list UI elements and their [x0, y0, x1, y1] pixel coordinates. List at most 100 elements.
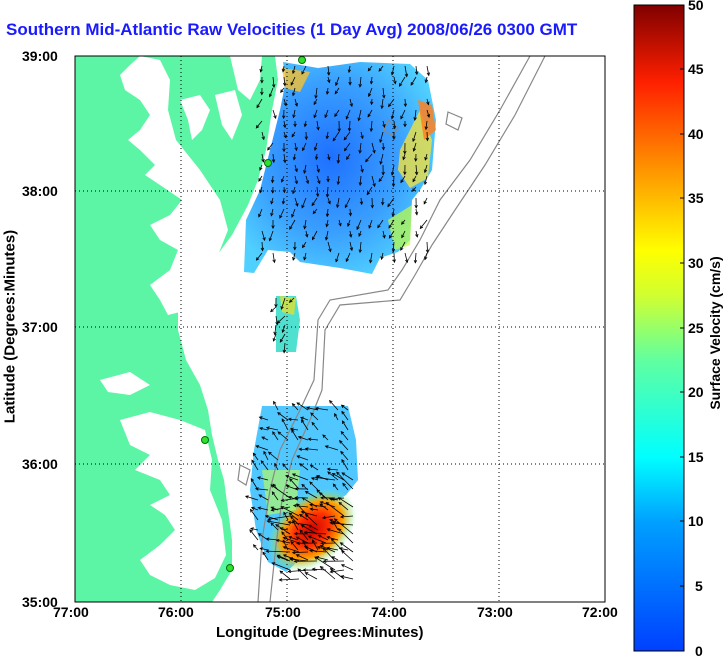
velocity-arrow-head	[301, 483, 306, 488]
velocity-arrow-head	[272, 337, 276, 342]
velocity-arrow-head	[370, 204, 374, 209]
colorbar	[633, 4, 685, 652]
velocity-arrow	[282, 324, 286, 333]
velocity-arrow-head	[294, 487, 299, 491]
velocity-arrow-head	[282, 115, 286, 120]
velocity-arrow-head	[311, 421, 315, 426]
velocity-arrow	[349, 230, 352, 238]
velocity-arrow	[314, 142, 318, 151]
velocity-arrow-head	[369, 259, 373, 264]
colorbar-tick-label: 15	[688, 449, 704, 465]
velocity-arrow-head	[380, 256, 384, 261]
velocity-arrow-head	[342, 482, 346, 487]
velocity-arrow-head	[273, 331, 277, 336]
velocity-arrow	[342, 420, 349, 431]
velocity-arrow	[255, 120, 263, 129]
velocity-arrow-head	[302, 147, 306, 152]
velocity-arrow-head	[249, 529, 253, 533]
velocity-arrow	[258, 175, 263, 182]
velocity-arrow-head	[337, 528, 342, 532]
velocity-arrow	[377, 219, 384, 228]
velocity-arrow	[296, 503, 309, 517]
velocity-arrow	[339, 440, 349, 451]
velocity-arrow-head	[292, 190, 296, 195]
velocity-arrow-head	[336, 204, 340, 209]
velocity-arrow	[258, 507, 269, 511]
velocity-arrow	[370, 76, 373, 84]
velocity-arrow	[334, 518, 354, 535]
velocity-arrow-head	[311, 202, 315, 207]
velocity-arrow-head	[326, 467, 331, 471]
velocity-arrow	[313, 109, 318, 118]
velocity-arrow-head	[283, 102, 287, 107]
velocity-arrow-head	[309, 464, 314, 468]
velocity-arrow	[414, 109, 417, 121]
velocity-arrow	[310, 508, 319, 511]
velocity-arrow-head	[325, 91, 330, 95]
colorbar-tick-label: 5	[695, 578, 703, 594]
velocity-arrow	[272, 109, 277, 119]
velocity-arrow-head	[291, 429, 295, 433]
velocity-arrow	[382, 230, 385, 238]
velocity-arrow-head	[295, 203, 299, 207]
velocity-arrow	[360, 164, 363, 173]
lat-tick-label: 36:00	[22, 456, 58, 472]
velocity-arrow-head	[426, 114, 431, 118]
velocity-arrow	[273, 401, 279, 411]
velocity-arrow	[349, 241, 353, 251]
velocity-arrow-head	[282, 463, 286, 467]
velocity-arrow	[272, 175, 274, 183]
colorbar-tick-label: 35	[688, 190, 704, 206]
velocity-arrow-head	[250, 527, 254, 531]
velocity-arrow	[270, 208, 274, 216]
velocity-arrow-head	[265, 426, 270, 430]
velocity-arrow-head	[298, 447, 303, 452]
velocity-arrow-head	[365, 158, 369, 163]
velocity-arrow-head	[414, 158, 418, 162]
velocity-arrow	[290, 558, 309, 562]
velocity-arrow	[335, 252, 340, 262]
velocity-arrow	[258, 208, 263, 217]
velocity-arrow-head	[270, 212, 274, 217]
velocity-arrow	[268, 451, 279, 461]
velocity-arrow	[371, 175, 376, 187]
velocity-arrow-head	[290, 515, 294, 520]
velocity-arrow-head	[283, 134, 287, 139]
velocity-arrow-head	[381, 201, 385, 206]
velocity-arrow	[371, 142, 375, 154]
station-marker	[201, 436, 209, 444]
velocity-arrow-head	[316, 475, 320, 479]
velocity-arrow-head	[328, 248, 332, 253]
velocity-arrow-head	[267, 451, 272, 456]
velocity-arrow-head	[340, 404, 345, 409]
lat-tick-label: 39:00	[22, 48, 58, 64]
velocity-arrow	[366, 186, 373, 195]
velocity-arrow	[345, 252, 351, 262]
velocity-arrow-head	[358, 182, 363, 186]
velocity-arrow	[343, 131, 351, 141]
velocity-arrow-head	[405, 259, 409, 264]
velocity-arrow-head	[292, 257, 296, 261]
velocity-arrow	[359, 76, 362, 87]
velocity-arrow-head	[285, 484, 290, 489]
velocity-arrow-head	[282, 536, 287, 540]
velocity-arrow	[338, 497, 354, 508]
velocity-arrow-head	[425, 249, 430, 254]
velocity-arrow-head	[403, 150, 407, 155]
velocity-arrow-head	[296, 402, 301, 406]
velocity-arrow-head	[255, 445, 260, 449]
velocity-arrow	[283, 546, 300, 553]
velocity-arrow-head	[338, 222, 342, 227]
lon-tick-label: 76:00	[158, 604, 194, 620]
velocity-arrow	[294, 175, 298, 184]
velocity-arrow-head	[347, 127, 352, 132]
velocity-arrow-head	[259, 427, 263, 431]
velocity-arrow-head	[415, 233, 419, 238]
velocity-arrow-head	[368, 224, 372, 229]
velocity-arrow	[327, 468, 339, 471]
velocity-arrow	[300, 417, 309, 421]
velocity-arrow	[276, 539, 291, 544]
velocity-arrow-head	[279, 338, 284, 343]
velocity-arrow	[283, 186, 285, 193]
velocity-arrow-head	[404, 73, 409, 78]
